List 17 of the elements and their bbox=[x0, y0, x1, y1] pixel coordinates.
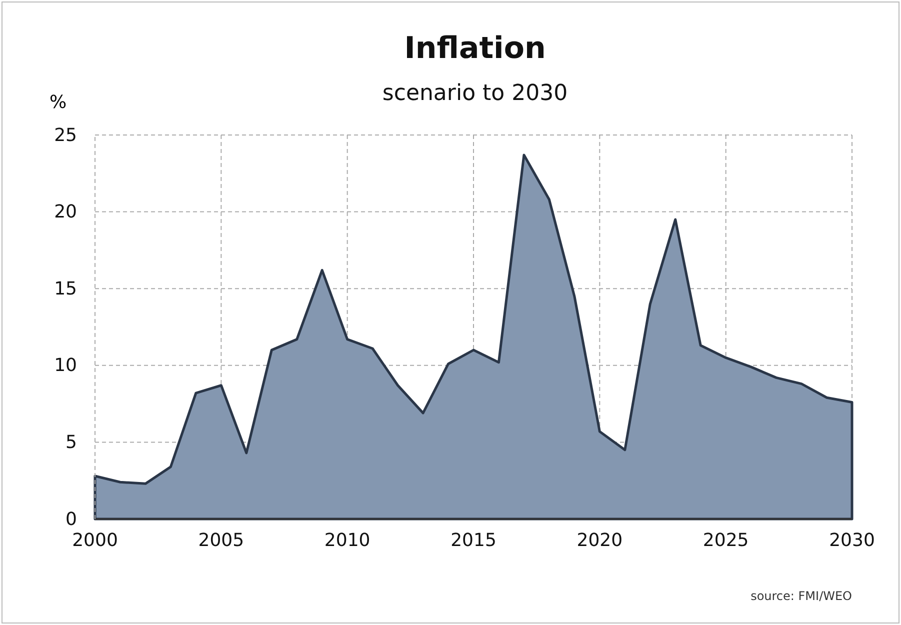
x-tick-label: 2020 bbox=[576, 530, 623, 551]
y-tick-label: 25 bbox=[54, 124, 77, 146]
y-tick-label: 15 bbox=[54, 278, 77, 300]
y-tick-label: 20 bbox=[54, 202, 77, 223]
x-tick-label: 2000 bbox=[72, 530, 118, 551]
y-axis-title: % bbox=[49, 92, 67, 113]
y-tick-label: 5 bbox=[66, 432, 77, 453]
y-tick-label: 10 bbox=[54, 355, 77, 376]
x-tick-label: 2015 bbox=[450, 530, 496, 551]
chart-title: Inflation bbox=[404, 31, 546, 66]
chart-subtitle: scenario to 2030 bbox=[382, 81, 568, 106]
y-tick-label: 0 bbox=[66, 508, 77, 530]
source-note: source: FMI/WEO bbox=[750, 589, 852, 603]
x-tick-label: 2010 bbox=[324, 530, 370, 551]
x-tick-label: 2025 bbox=[702, 530, 749, 551]
x-tick-label: 2005 bbox=[198, 530, 244, 551]
x-tick-label: 2030 bbox=[829, 530, 875, 551]
